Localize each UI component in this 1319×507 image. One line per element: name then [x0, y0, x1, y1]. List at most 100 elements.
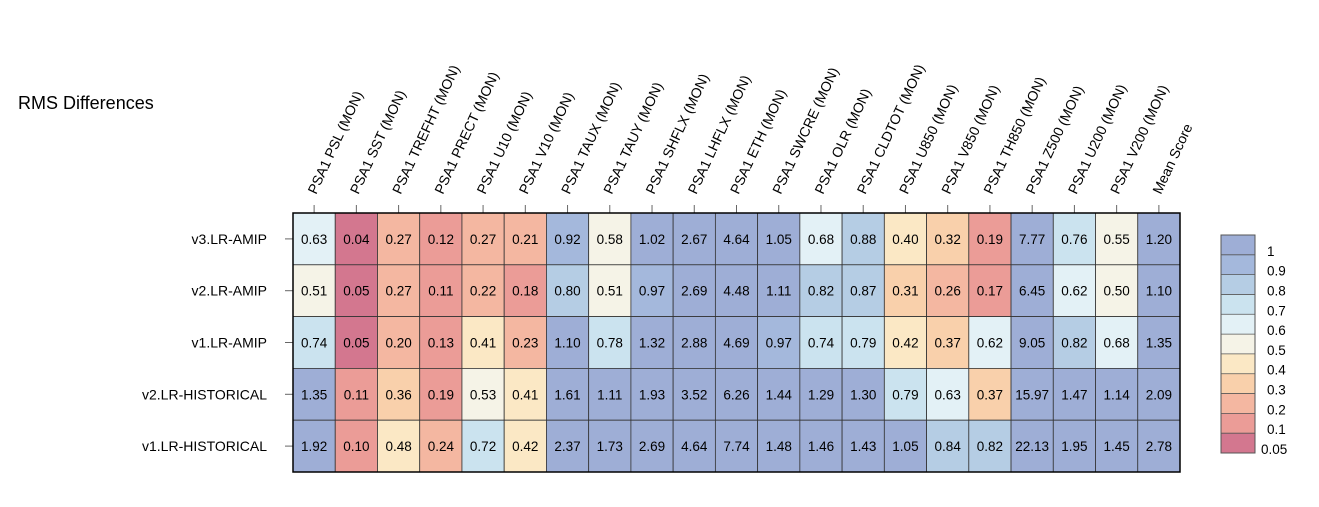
heatmap-cell [968, 264, 1012, 317]
heatmap-cell [546, 316, 590, 369]
cell-value-label: 1.05 [766, 232, 792, 247]
heatmap-cell [841, 316, 885, 369]
row-label: v2.LR-HISTORICAL [142, 386, 267, 402]
colorbar-label: 0.6 [1267, 323, 1286, 338]
cell-value-label: 2.69 [639, 439, 665, 454]
cell-value-label: 0.11 [428, 284, 453, 299]
heatmap-cell [841, 264, 885, 317]
cell-value-label: 0.42 [512, 439, 538, 454]
heatmap-cell [1137, 316, 1181, 369]
cell-value-label: 9.05 [1019, 336, 1045, 351]
cell-value-label: 0.74 [808, 336, 835, 351]
cell-value-label: 0.62 [1061, 284, 1087, 299]
colorbar-segment [1221, 334, 1255, 354]
chart-title: RMS Differences [18, 93, 154, 113]
cell-value-label: 2.37 [554, 439, 580, 454]
heatmap-cell [377, 419, 421, 473]
cell-value-label: 7.77 [1019, 232, 1045, 247]
colorbar-label: 0.9 [1267, 264, 1286, 279]
cell-value-label: 1.44 [766, 387, 793, 402]
cell-value-label: 1.92 [301, 439, 327, 454]
cell-value-label: 0.97 [766, 336, 792, 351]
heatmap-cell [461, 316, 505, 369]
cell-value-label: 0.48 [385, 439, 411, 454]
cell-value-label: 0.63 [301, 232, 327, 247]
cell-value-label: 0.79 [892, 387, 918, 402]
cell-value-label: 0.97 [639, 284, 665, 299]
cell-value-label: 0.31 [892, 284, 918, 299]
cell-value-label: 0.88 [850, 232, 876, 247]
heatmap-cell [883, 212, 927, 266]
cell-value-label: 0.27 [385, 232, 411, 247]
heatmap-cell [546, 212, 590, 266]
heatmap-cell [1052, 316, 1096, 369]
cell-value-label: 0.24 [428, 439, 455, 454]
row-label: v2.LR-AMIP [192, 283, 267, 299]
heatmap-cell [757, 316, 801, 369]
colorbar-segment [1221, 373, 1255, 394]
heatmap-cell [1095, 419, 1139, 473]
cell-value-label: 0.37 [977, 387, 1003, 402]
cell-value-label: 0.10 [343, 439, 369, 454]
heatmap-cell [672, 419, 716, 473]
heatmap-border [292, 212, 1181, 473]
cell-value-label: 0.74 [301, 336, 328, 351]
heatmap-cell [461, 419, 505, 473]
cell-value-label: 0.11 [344, 387, 369, 402]
heatmap-cell [672, 367, 716, 421]
cell-value-label: 0.19 [977, 232, 1003, 247]
cell-value-label: 0.32 [935, 232, 961, 247]
cell-value-label: 1.11 [766, 284, 791, 299]
heatmap-cell [968, 367, 1012, 421]
cell-value-label: 1.35 [301, 387, 327, 402]
cell-value-label: 0.84 [935, 439, 962, 454]
heatmap-cell [883, 367, 927, 421]
cell-value-label: 0.17 [977, 284, 1003, 299]
cell-value-label: 22.13 [1015, 439, 1049, 454]
cell-value-label: 0.68 [808, 232, 834, 247]
cell-value-label: 0.68 [1104, 336, 1130, 351]
heatmap-cell [1010, 419, 1054, 473]
cell-value-label: 0.36 [385, 387, 411, 402]
cell-value-label: 0.72 [470, 439, 496, 454]
cell-value-label: 1.95 [1061, 439, 1087, 454]
row-label: v3.LR-AMIP [192, 231, 267, 247]
heatmap-cell [546, 264, 590, 317]
cell-value-label: 0.13 [428, 336, 454, 351]
heatmap-cell [757, 264, 801, 317]
cell-value-label: 2.78 [1146, 439, 1172, 454]
cell-value-label: 0.37 [935, 336, 961, 351]
cell-value-label: 1.35 [1146, 336, 1172, 351]
heatmap-cell [334, 367, 378, 421]
cell-value-label: 1.14 [1104, 387, 1131, 402]
cell-value-label: 0.51 [597, 284, 623, 299]
cell-value-label: 1.10 [1146, 284, 1172, 299]
cell-value-label: 0.41 [470, 336, 496, 351]
cell-value-label: 0.82 [1061, 336, 1087, 351]
colorbar-segment [1221, 433, 1255, 453]
cell-value-label: 2.88 [681, 336, 707, 351]
cell-value-label: 0.51 [301, 284, 327, 299]
heatmap-cell [714, 212, 759, 266]
cell-value-label: 0.05 [343, 336, 369, 351]
cell-value-label: 0.21 [512, 232, 538, 247]
cell-value-label: 4.64 [681, 439, 708, 454]
colorbar-label: 0.3 [1267, 383, 1286, 398]
cell-value-label: 0.55 [1104, 232, 1130, 247]
heatmap-cell [334, 419, 378, 473]
heatmap-cell [799, 316, 843, 369]
cell-value-label: 1.73 [597, 439, 623, 454]
colorbar-label: 0.2 [1267, 402, 1286, 417]
cell-value-label: 0.82 [977, 439, 1003, 454]
cell-value-label: 2.69 [681, 284, 707, 299]
cell-value-label: 1.48 [766, 439, 792, 454]
heatmap-cell [1095, 367, 1139, 421]
cell-value-label: 4.48 [723, 284, 749, 299]
cell-value-label: 0.22 [470, 284, 496, 299]
cell-value-label: 1.05 [892, 439, 918, 454]
heatmap-cell [1010, 316, 1054, 369]
cell-value-label: 1.29 [808, 387, 834, 402]
cell-value-label: 0.40 [892, 232, 918, 247]
heatmap-cell [419, 367, 463, 421]
cell-value-label: 0.82 [808, 284, 834, 299]
